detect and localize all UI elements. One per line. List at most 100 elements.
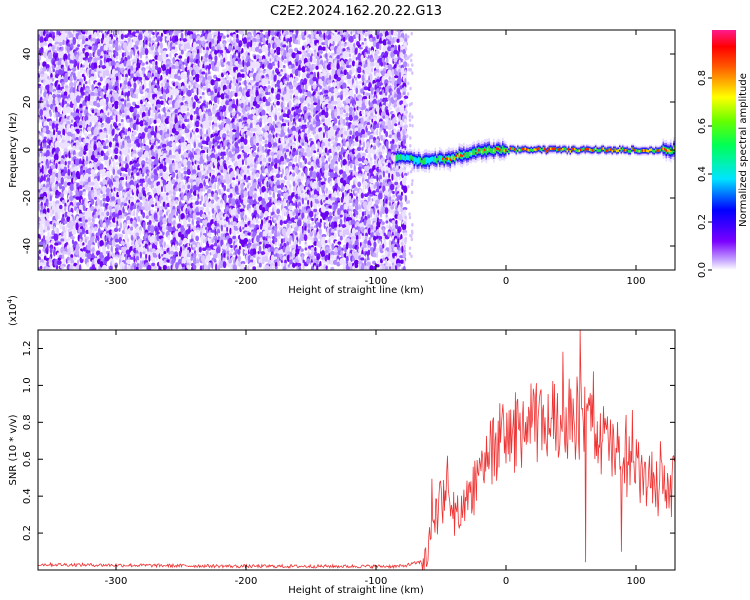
heatmap-cell (55, 100, 59, 105)
heatmap-cell (208, 111, 213, 117)
heatmap-cell (94, 81, 98, 87)
heatmap-cell (211, 261, 214, 270)
heatmap-cell (133, 209, 136, 217)
heatmap-cell (65, 60, 68, 68)
heatmap-cell (252, 114, 258, 121)
heatmap-cell (166, 192, 169, 196)
heatmap-cell (70, 254, 74, 259)
heatmap-cell (80, 53, 86, 58)
heatmap-cell (78, 264, 82, 270)
heatmap-cell (148, 159, 152, 167)
heatmap-cell (202, 49, 207, 54)
heatmap-cell (144, 48, 149, 56)
heatmap-cell (61, 46, 64, 51)
heatmap-cell (142, 182, 146, 188)
heatmap-cell (50, 164, 56, 170)
heatmap-cell (70, 112, 74, 117)
heatmap-cell (38, 241, 44, 247)
heatmap-cell (86, 262, 90, 268)
heatmap-cell (40, 61, 43, 69)
heatmap-cell (204, 258, 208, 264)
heatmap-cell (90, 237, 95, 244)
heatmap-cell (229, 227, 232, 235)
heatmap-cell (48, 120, 53, 127)
heatmap-cell (42, 242, 46, 251)
heatmap-cell (162, 217, 167, 225)
heatmap-cell (145, 44, 148, 49)
heatmap-cell (123, 80, 128, 86)
heatmap-cell (51, 122, 55, 130)
heatmap-cell (43, 136, 47, 140)
heatmap-cell (102, 193, 106, 198)
heatmap-cell (202, 127, 205, 134)
heatmap-cell (187, 129, 190, 133)
heatmap-cell (112, 43, 116, 48)
heatmap-cell (106, 134, 109, 139)
heatmap-cell (45, 266, 50, 270)
heatmap-cell (130, 40, 133, 47)
heatmap-cell (65, 225, 68, 232)
heatmap-cell (187, 216, 191, 223)
heatmap-cell (93, 128, 98, 137)
heatmap-cell (148, 254, 151, 262)
heatmap-cell (272, 142, 278, 148)
heatmap-cell (267, 30, 271, 37)
heatmap-cell (80, 174, 84, 182)
heatmap-cell (171, 141, 177, 148)
heatmap-cell (171, 244, 175, 251)
heatmap-cell (219, 49, 224, 54)
heatmap-cell (69, 215, 73, 223)
heatmap-cell (45, 58, 51, 62)
heatmap-cell (75, 133, 80, 137)
heatmap-cell (97, 140, 101, 148)
heatmap-cell (138, 59, 143, 64)
heatmap-cell (226, 34, 230, 38)
heatmap-cell (106, 243, 110, 250)
heatmap-cell (210, 178, 215, 184)
heatmap-cell (208, 238, 212, 245)
heatmap-cell (93, 63, 98, 70)
heatmap-cell (84, 223, 88, 228)
heatmap-cell (87, 133, 92, 138)
heatmap-cell (54, 96, 58, 102)
heatmap-cell (67, 175, 72, 180)
heatmap-cell (144, 204, 149, 212)
heatmap-cell (259, 86, 263, 94)
heatmap-cell (81, 91, 85, 96)
heatmap-cell (76, 91, 80, 96)
heatmap-cell (189, 114, 194, 121)
heatmap-cell (234, 238, 238, 243)
heatmap-cell (110, 166, 113, 172)
heatmap-cell (162, 165, 167, 173)
heatmap-cell (86, 100, 90, 107)
heatmap-cell (239, 264, 245, 270)
heatmap-cell (267, 47, 271, 51)
heatmap-cell (72, 145, 76, 151)
heatmap-cell (176, 210, 179, 216)
heatmap-cell (90, 181, 96, 186)
heatmap-cell (47, 36, 53, 44)
heatmap-cell (55, 111, 59, 118)
heatmap-cell (89, 82, 92, 88)
heatmap-cell (202, 86, 206, 91)
heatmap-cell (216, 136, 221, 141)
heatmap-cell (83, 160, 89, 165)
heatmap-cell (70, 119, 74, 123)
heatmap-cell (112, 168, 116, 176)
heatmap-cell (64, 238, 69, 243)
heatmap-cell (187, 184, 191, 190)
heatmap-cell (45, 257, 50, 261)
heatmap-cell (195, 127, 199, 133)
heatmap-cell (214, 182, 217, 190)
heatmap-cell (52, 134, 57, 139)
heatmap-cell (201, 137, 205, 141)
heatmap-cell (145, 61, 149, 65)
heatmap-cell (229, 192, 233, 199)
heatmap-cell (90, 205, 95, 212)
heatmap-cell (142, 84, 145, 91)
heatmap-cell (245, 106, 251, 111)
heatmap-cell (115, 70, 119, 74)
heatmap-cell (255, 172, 260, 178)
heatmap-cell (107, 112, 110, 116)
